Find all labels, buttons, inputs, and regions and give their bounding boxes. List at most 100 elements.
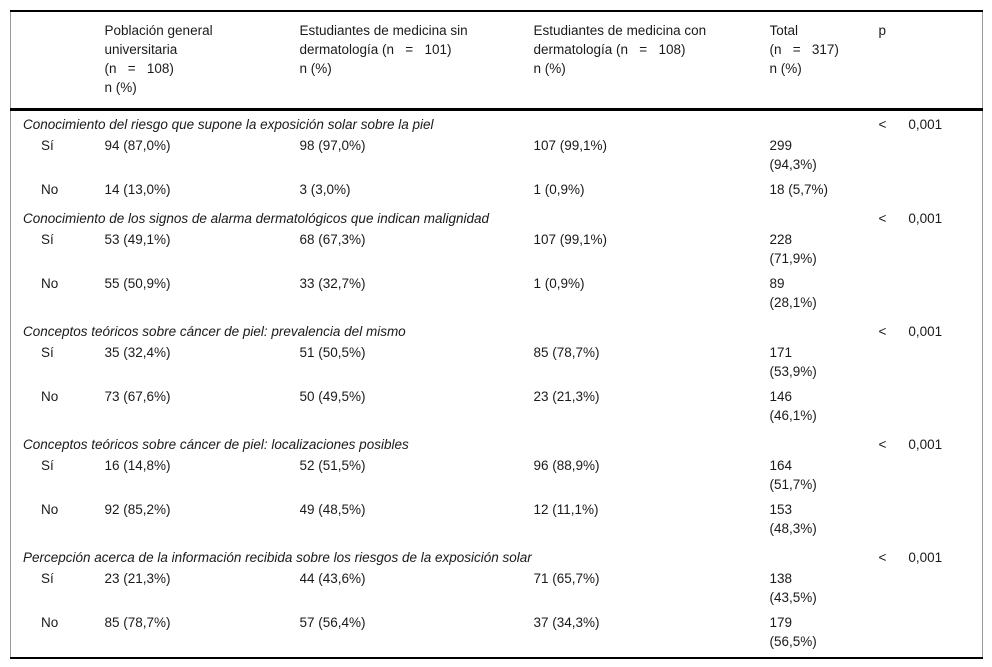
cell-total: 164 (51,7%) xyxy=(769,458,817,492)
cell-total: 228 (71,9%) xyxy=(769,232,817,266)
cell-total: 146 (46,1%) xyxy=(769,389,817,423)
p-value: 0,001 xyxy=(908,117,943,132)
cell-poblacion-general: 23 (21,3%) xyxy=(104,571,171,586)
cell-poblacion-general: 73 (67,6%) xyxy=(104,389,171,404)
p-value: 0,001 xyxy=(908,324,943,339)
p-value-cell: <0,001 xyxy=(879,318,983,343)
data-row-no: No 14 (13,0%) 3 (3,0%) 1 (0,9%) 18 (5,7%… xyxy=(11,180,983,205)
row-label: Sí xyxy=(41,138,54,153)
section-title-row: Conocimiento del riesgo que supone la ex… xyxy=(11,110,983,137)
cell-p-empty xyxy=(879,343,983,387)
cell-poblacion-general: 16 (14,8%) xyxy=(104,458,171,473)
row-label: Sí xyxy=(41,232,54,247)
cell-con-dermatologia: 71 (65,7%) xyxy=(533,571,600,586)
row-label: No xyxy=(41,502,59,517)
cell-poblacion-general: 55 (50,9%) xyxy=(104,276,171,291)
cell-total: 138 (43,5%) xyxy=(769,571,817,605)
cell-total: 171 (53,9%) xyxy=(769,345,817,379)
row-label: No xyxy=(41,389,59,404)
row-label: Sí xyxy=(41,458,54,473)
cell-con-dermatologia: 12 (11,1%) xyxy=(533,502,599,517)
results-table: Población general universitaria (n = 108… xyxy=(10,10,983,659)
section-title: Conceptos teóricos sobre cáncer de piel:… xyxy=(23,437,409,452)
cell-con-dermatologia: 85 (78,7%) xyxy=(533,345,600,360)
cell-con-dermatologia: 37 (34,3%) xyxy=(533,615,600,630)
cell-con-dermatologia: 1 (0,9%) xyxy=(533,182,585,197)
data-row-no: No 92 (85,2%) 49 (48,5%) 12 (11,1%) 153 … xyxy=(11,500,983,544)
cell-sin-dermatologia: 51 (50,5%) xyxy=(299,345,366,360)
cell-poblacion-general: 14 (13,0%) xyxy=(104,182,171,197)
cell-sin-dermatologia: 57 (56,4%) xyxy=(299,615,366,630)
data-row-si: Sí 23 (21,3%) 44 (43,6%) 71 (65,7%) 138 … xyxy=(11,569,983,613)
cell-p-empty xyxy=(879,387,983,431)
p-value-cell: <0,001 xyxy=(879,205,983,230)
cell-p-empty xyxy=(879,274,983,318)
p-less-than-sign: < xyxy=(878,550,887,565)
cell-con-dermatologia: 107 (99,1%) xyxy=(533,232,608,247)
data-row-si: Sí 35 (32,4%) 51 (50,5%) 85 (78,7%) 171 … xyxy=(11,343,983,387)
cell-sin-dermatologia: 52 (51,5%) xyxy=(299,458,366,473)
cell-total: 18 (5,7%) xyxy=(769,182,829,197)
cell-p-empty xyxy=(879,569,983,613)
p-value: 0,001 xyxy=(908,211,943,226)
cell-sin-dermatologia: 44 (43,6%) xyxy=(299,571,366,586)
data-row-si: Sí 53 (49,1%) 68 (67,3%) 107 (99,1%) 228… xyxy=(11,230,983,274)
section-title-row: Conocimiento de los signos de alarma der… xyxy=(11,205,983,230)
cell-con-dermatologia: 96 (88,9%) xyxy=(533,458,600,473)
section-title: Conocimiento del riesgo que supone la ex… xyxy=(23,117,434,132)
cell-sin-dermatologia: 50 (49,5%) xyxy=(299,389,366,404)
p-value-cell: <0,001 xyxy=(879,110,983,137)
header-cell-sin-dermatologia: Estudiantes de medicina sin dermatología… xyxy=(299,11,534,111)
header-cell-total: Total (n = 317) n (%) xyxy=(769,11,879,111)
p-less-than-sign: < xyxy=(878,437,887,452)
p-value: 0,001 xyxy=(908,550,943,565)
cell-total: 153 (48,3%) xyxy=(769,502,817,536)
table-header-row: Población general universitaria (n = 108… xyxy=(10,11,983,111)
section-title-row: Percepción acerca de la información reci… xyxy=(11,544,983,569)
cell-sin-dermatologia: 68 (67,3%) xyxy=(299,232,366,247)
row-label: Sí xyxy=(41,345,54,360)
p-less-than-sign: < xyxy=(878,211,887,226)
cell-con-dermatologia: 23 (21,3%) xyxy=(533,389,600,404)
p-value-cell: <0,001 xyxy=(879,544,983,569)
section-title: Conceptos teóricos sobre cáncer de piel:… xyxy=(23,324,406,339)
cell-con-dermatologia: 1 (0,9%) xyxy=(533,276,585,291)
cell-poblacion-general: 92 (85,2%) xyxy=(104,502,171,517)
cell-poblacion-general: 85 (78,7%) xyxy=(104,615,171,630)
data-row-si: Sí 16 (14,8%) 52 (51,5%) 96 (88,9%) 164 … xyxy=(11,456,983,500)
cell-p-empty xyxy=(879,136,983,180)
cell-sin-dermatologia: 98 (97,0%) xyxy=(299,138,366,153)
row-label: Sí xyxy=(41,571,54,586)
cell-poblacion-general: 94 (87,0%) xyxy=(104,138,171,153)
cell-sin-dermatologia: 33 (32,7%) xyxy=(299,276,366,291)
p-value-cell: <0,001 xyxy=(879,431,983,456)
cell-poblacion-general: 53 (49,1%) xyxy=(104,232,171,247)
section-title-row: Conceptos teóricos sobre cáncer de piel:… xyxy=(11,431,983,456)
row-label: No xyxy=(41,276,59,291)
cell-con-dermatologia: 107 (99,1%) xyxy=(533,138,608,153)
cell-p-empty xyxy=(879,500,983,544)
cell-total: 179 (56,5%) xyxy=(769,615,817,649)
section-title-row: Conceptos teóricos sobre cáncer de piel:… xyxy=(11,318,983,343)
data-row-no: No 85 (78,7%) 57 (56,4%) 37 (34,3%) 179 … xyxy=(11,613,983,658)
section-title: Percepción acerca de la información reci… xyxy=(23,550,532,565)
cell-p-empty xyxy=(879,230,983,274)
cell-sin-dermatologia: 49 (48,5%) xyxy=(299,502,366,517)
data-row-no: No 73 (67,6%) 50 (49,5%) 23 (21,3%) 146 … xyxy=(11,387,983,431)
cell-p-empty xyxy=(879,613,983,658)
header-cell-poblacion-general: Población general universitaria (n = 108… xyxy=(104,11,300,111)
data-row-no: No 55 (50,9%) 33 (32,7%) 1 (0,9%) 89 (28… xyxy=(11,274,983,318)
cell-sin-dermatologia: 3 (3,0%) xyxy=(299,182,351,197)
p-value: 0,001 xyxy=(908,437,943,452)
p-less-than-sign: < xyxy=(878,117,887,132)
cell-p-empty xyxy=(879,180,983,205)
cell-total: 299 (94,3%) xyxy=(769,138,817,172)
header-cell-con-dermatologia: Estudiantes de medicina con dermatología… xyxy=(533,11,770,111)
cell-total: 89 (28,1%) xyxy=(769,276,817,310)
p-less-than-sign: < xyxy=(878,324,887,339)
section-title: Conocimiento de los signos de alarma der… xyxy=(23,211,490,226)
header-cell-p: p xyxy=(878,11,983,111)
cell-poblacion-general: 35 (32,4%) xyxy=(104,345,171,360)
cell-p-empty xyxy=(879,456,983,500)
